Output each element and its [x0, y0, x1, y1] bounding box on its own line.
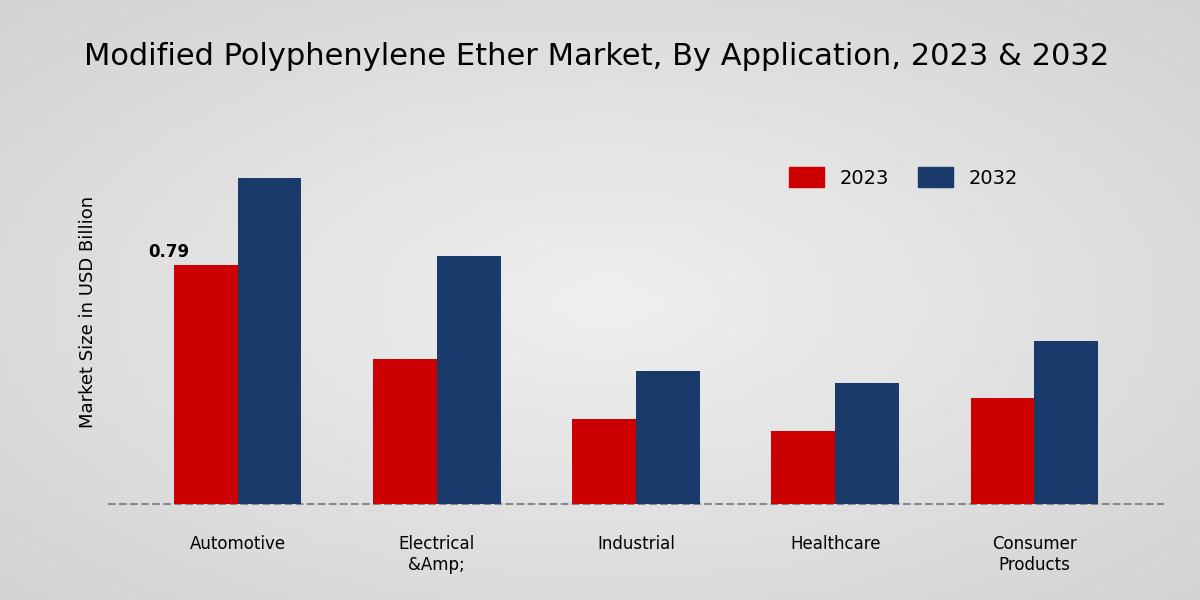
Bar	[373, 359, 437, 504]
Bar	[437, 256, 500, 504]
Bar	[1034, 341, 1098, 504]
Bar	[772, 431, 835, 504]
Legend: 2023, 2032: 2023, 2032	[779, 158, 1027, 197]
Text: Modified Polyphenylene Ether Market, By Application, 2023 & 2032: Modified Polyphenylene Ether Market, By …	[84, 42, 1109, 71]
Bar	[174, 265, 238, 504]
Text: 0.79: 0.79	[149, 242, 190, 260]
Bar	[572, 419, 636, 504]
Bar	[636, 371, 700, 504]
Bar	[238, 178, 301, 504]
Y-axis label: Market Size in USD Billion: Market Size in USD Billion	[79, 196, 97, 428]
Bar	[835, 383, 899, 504]
Bar	[971, 398, 1034, 504]
